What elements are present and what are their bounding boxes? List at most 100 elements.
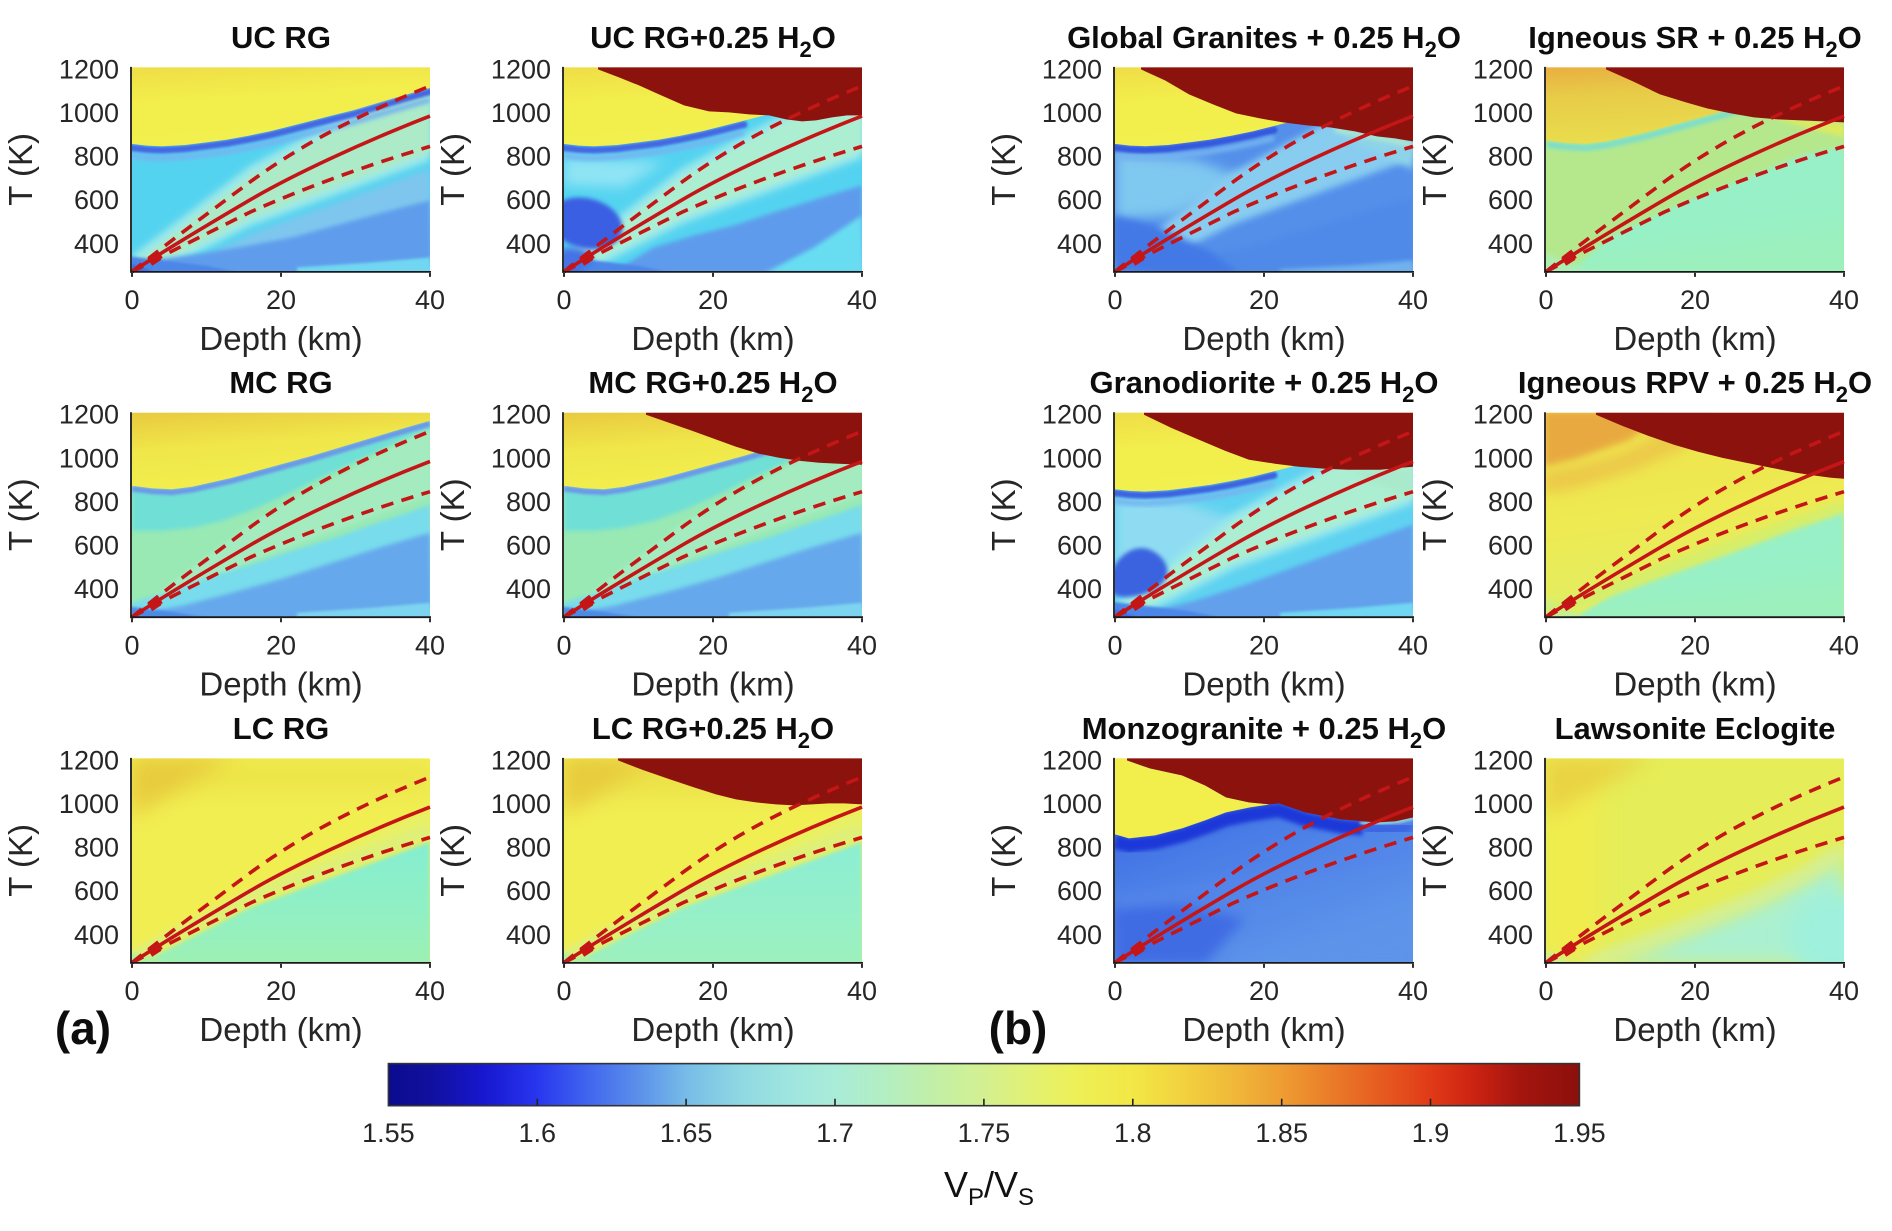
svg-text:0: 0 xyxy=(1538,976,1553,1006)
svg-text:Depth (km): Depth (km) xyxy=(199,320,362,357)
svg-text:T (K): T (K) xyxy=(1416,133,1453,206)
svg-text:1200: 1200 xyxy=(491,745,551,775)
svg-text:800: 800 xyxy=(1488,142,1533,172)
svg-text:800: 800 xyxy=(1488,833,1533,863)
svg-text:1.9: 1.9 xyxy=(1412,1118,1450,1148)
svg-text:40: 40 xyxy=(415,285,445,315)
svg-text:20: 20 xyxy=(266,976,296,1006)
svg-text:MC RG+0.25 H2O: MC RG+0.25 H2O xyxy=(588,365,837,407)
svg-text:Igneous SR + 0.25 H2O: Igneous SR + 0.25 H2O xyxy=(1528,20,1862,62)
svg-text:1200: 1200 xyxy=(59,745,119,775)
svg-text:40: 40 xyxy=(1398,630,1428,660)
svg-text:1000: 1000 xyxy=(491,443,551,473)
svg-text:T (K): T (K) xyxy=(434,478,471,551)
svg-text:800: 800 xyxy=(1057,487,1102,517)
svg-text:T (K): T (K) xyxy=(434,824,471,897)
svg-text:20: 20 xyxy=(1249,976,1279,1006)
svg-text:Global Granites + 0.25 H2O: Global Granites + 0.25 H2O xyxy=(1067,20,1461,62)
svg-text:T (K): T (K) xyxy=(985,133,1022,206)
svg-text:600: 600 xyxy=(1488,876,1533,906)
svg-text:600: 600 xyxy=(506,185,551,215)
svg-text:0: 0 xyxy=(1538,630,1553,660)
svg-text:Monzogranite + 0.25 H2O: Monzogranite + 0.25 H2O xyxy=(1082,711,1447,753)
svg-text:T (K): T (K) xyxy=(2,478,39,551)
svg-text:400: 400 xyxy=(74,920,119,950)
svg-text:40: 40 xyxy=(415,630,445,660)
svg-text:1000: 1000 xyxy=(1042,789,1102,819)
svg-text:800: 800 xyxy=(1057,833,1102,863)
svg-text:1.8: 1.8 xyxy=(1114,1118,1152,1148)
svg-text:40: 40 xyxy=(1398,285,1428,315)
svg-text:1000: 1000 xyxy=(59,443,119,473)
svg-text:20: 20 xyxy=(1680,976,1710,1006)
svg-text:T (K): T (K) xyxy=(1416,824,1453,897)
svg-text:20: 20 xyxy=(1249,630,1279,660)
svg-text:T (K): T (K) xyxy=(2,824,39,897)
svg-text:800: 800 xyxy=(1057,142,1102,172)
svg-text:1000: 1000 xyxy=(1473,789,1533,819)
svg-text:20: 20 xyxy=(1680,630,1710,660)
svg-text:20: 20 xyxy=(698,285,728,315)
svg-text:T (K): T (K) xyxy=(985,824,1022,897)
svg-text:20: 20 xyxy=(266,630,296,660)
svg-text:800: 800 xyxy=(1488,487,1533,517)
svg-text:400: 400 xyxy=(1488,920,1533,950)
svg-text:1200: 1200 xyxy=(1042,54,1102,84)
svg-text:1200: 1200 xyxy=(491,400,551,430)
svg-text:400: 400 xyxy=(1057,229,1102,259)
svg-text:1.6: 1.6 xyxy=(519,1118,557,1148)
svg-text:800: 800 xyxy=(74,833,119,863)
svg-text:1.65: 1.65 xyxy=(660,1118,713,1148)
svg-text:1.95: 1.95 xyxy=(1553,1118,1606,1148)
svg-text:20: 20 xyxy=(266,285,296,315)
svg-text:LC RG: LC RG xyxy=(233,711,329,746)
svg-text:0: 0 xyxy=(1107,285,1122,315)
svg-text:Igneous RPV + 0.25 H2O: Igneous RPV + 0.25 H2O xyxy=(1518,365,1872,407)
svg-text:T (K): T (K) xyxy=(985,478,1022,551)
svg-text:LC RG+0.25 H2O: LC RG+0.25 H2O xyxy=(592,711,834,753)
svg-text:800: 800 xyxy=(506,142,551,172)
svg-text:1200: 1200 xyxy=(1042,400,1102,430)
svg-text:600: 600 xyxy=(1488,185,1533,215)
svg-text:1000: 1000 xyxy=(491,789,551,819)
svg-text:Depth (km): Depth (km) xyxy=(199,665,362,702)
svg-text:40: 40 xyxy=(847,285,877,315)
svg-text:Depth (km): Depth (km) xyxy=(1613,665,1776,702)
svg-text:20: 20 xyxy=(1680,285,1710,315)
svg-text:0: 0 xyxy=(556,285,571,315)
svg-text:400: 400 xyxy=(74,574,119,604)
svg-text:0: 0 xyxy=(124,976,139,1006)
svg-text:Depth (km): Depth (km) xyxy=(1182,320,1345,357)
svg-text:T (K): T (K) xyxy=(434,133,471,206)
svg-text:400: 400 xyxy=(74,229,119,259)
svg-text:1200: 1200 xyxy=(1473,745,1533,775)
svg-text:800: 800 xyxy=(506,833,551,863)
svg-text:1000: 1000 xyxy=(491,98,551,128)
svg-text:Granodiorite + 0.25 H2O: Granodiorite + 0.25 H2O xyxy=(1089,365,1438,407)
svg-text:600: 600 xyxy=(1057,185,1102,215)
svg-text:1000: 1000 xyxy=(1473,98,1533,128)
svg-text:0: 0 xyxy=(1107,630,1122,660)
svg-text:(b): (b) xyxy=(989,1002,1048,1054)
svg-text:600: 600 xyxy=(74,185,119,215)
svg-text:0: 0 xyxy=(1107,976,1122,1006)
svg-text:1000: 1000 xyxy=(1473,443,1533,473)
svg-text:Lawsonite Eclogite: Lawsonite Eclogite xyxy=(1555,711,1836,746)
svg-text:Depth (km): Depth (km) xyxy=(1613,1011,1776,1048)
svg-text:600: 600 xyxy=(1057,531,1102,561)
svg-text:600: 600 xyxy=(74,876,119,906)
svg-text:400: 400 xyxy=(1488,229,1533,259)
svg-text:600: 600 xyxy=(506,876,551,906)
svg-text:40: 40 xyxy=(847,976,877,1006)
svg-text:0: 0 xyxy=(556,976,571,1006)
svg-text:600: 600 xyxy=(74,531,119,561)
svg-text:1200: 1200 xyxy=(491,54,551,84)
svg-text:1200: 1200 xyxy=(1473,54,1533,84)
svg-text:800: 800 xyxy=(74,487,119,517)
svg-text:20: 20 xyxy=(698,976,728,1006)
svg-text:1200: 1200 xyxy=(59,400,119,430)
svg-text:1200: 1200 xyxy=(1473,400,1533,430)
svg-text:1.75: 1.75 xyxy=(958,1118,1011,1148)
svg-text:600: 600 xyxy=(1488,531,1533,561)
svg-text:800: 800 xyxy=(74,142,119,172)
